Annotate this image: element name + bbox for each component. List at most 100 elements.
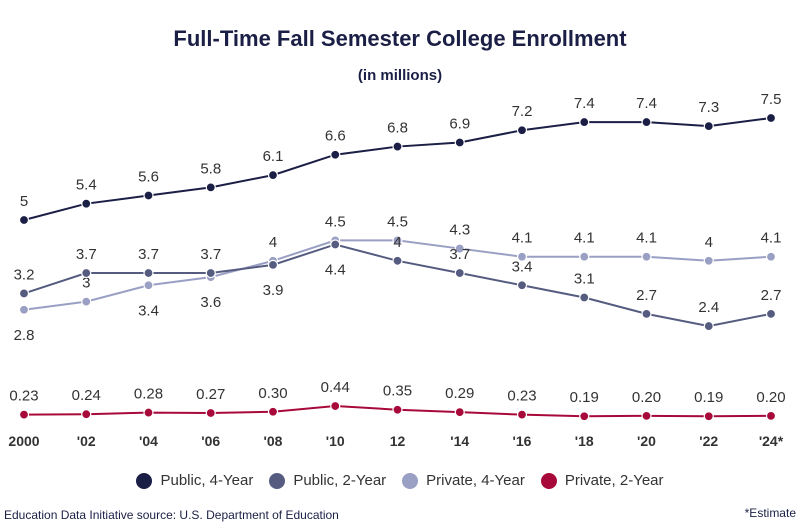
data-point [330, 149, 341, 160]
data-point [703, 411, 714, 422]
data-label: 2.4 [698, 299, 719, 316]
data-point [579, 116, 590, 128]
legend-label: Public, 2-Year [293, 472, 387, 489]
data-label: 7.3 [698, 99, 719, 116]
legend-label: Private, 2-Year [564, 472, 664, 489]
chart-title: Full-Time Fall Semester College Enrollme… [173, 26, 627, 51]
data-point [454, 407, 465, 418]
x-tick-label: '04 [139, 433, 158, 449]
data-point [516, 409, 528, 420]
data-label: 0.23 [507, 388, 536, 405]
data-label: 0.44 [321, 379, 350, 396]
data-point [143, 267, 154, 279]
data-label: 0.23 [9, 388, 38, 405]
data-point [516, 251, 528, 262]
source-note: Education Data Initiative source: U.S. D… [4, 508, 339, 522]
data-point [765, 308, 777, 319]
data-label: 4.5 [325, 213, 346, 230]
data-label: 7.4 [574, 95, 595, 112]
estimate-note: *Estimate [744, 506, 796, 520]
data-point [267, 406, 279, 417]
data-label: 3.7 [449, 246, 470, 263]
data-label: 2.7 [636, 287, 657, 304]
data-label: 6.9 [449, 115, 470, 132]
data-point [516, 125, 528, 136]
data-label: 3.4 [512, 258, 533, 275]
data-point [81, 198, 92, 209]
data-point [392, 141, 403, 152]
data-point [205, 267, 216, 279]
data-point [641, 410, 652, 421]
data-point [703, 121, 714, 132]
legend-marker-icon [269, 472, 286, 489]
data-label: 3.1 [574, 271, 595, 288]
x-tick-label: 12 [390, 433, 406, 449]
data-label: 5 [20, 193, 28, 210]
data-point [18, 288, 30, 299]
data-point [143, 407, 154, 418]
data-label: 0.20 [756, 389, 785, 406]
legend-item: Public, 4-Year [136, 472, 253, 489]
data-point [454, 267, 465, 279]
legend-label: Private, 4-Year [426, 472, 525, 489]
legend-marker-icon [136, 472, 153, 489]
x-tick-label: '14 [450, 433, 469, 449]
data-point [143, 280, 154, 291]
data-point [330, 400, 341, 412]
data-point [579, 411, 590, 422]
data-label: 4 [705, 234, 713, 251]
data-label: 5.8 [200, 160, 221, 177]
data-label: 5.4 [76, 177, 97, 194]
data-label: 0.27 [196, 386, 225, 403]
data-label: 0.20 [632, 389, 661, 406]
data-point [18, 409, 30, 420]
data-point [579, 251, 590, 262]
data-point [454, 243, 465, 254]
data-point [81, 267, 92, 279]
data-label: 7.2 [512, 103, 533, 120]
data-point [18, 214, 30, 226]
x-tick-label: '10 [326, 433, 345, 449]
x-tick-label: '24* [759, 433, 784, 449]
data-point [330, 239, 341, 250]
data-label: 4.5 [387, 213, 408, 230]
data-label: 6.6 [325, 128, 346, 145]
data-label: 4.4 [325, 261, 346, 278]
data-label: 4 [393, 234, 401, 251]
data-label: 3.9 [263, 282, 284, 299]
data-point [641, 251, 652, 262]
data-label: 3.7 [200, 246, 221, 263]
data-label: 2.8 [14, 327, 35, 344]
data-label: 3.7 [138, 246, 159, 263]
x-tick-label: '16 [513, 433, 532, 449]
data-label: 7.4 [636, 95, 657, 112]
data-label: 4.1 [574, 230, 595, 247]
data-label: 4.1 [512, 230, 533, 247]
data-label: 3.6 [200, 294, 221, 311]
data-label: 4.1 [761, 230, 782, 247]
legend-marker-icon [540, 472, 557, 489]
data-label: 0.29 [445, 385, 474, 402]
legend-item: Private, 2-Year [540, 472, 664, 489]
x-tick-label: '06 [201, 433, 220, 449]
data-point [18, 304, 30, 315]
data-label: 6.1 [263, 148, 284, 165]
chart-subtitle: (in millions) [357, 67, 443, 84]
data-label: 3.7 [76, 246, 97, 263]
data-point [267, 259, 279, 270]
x-tick-label: '18 [575, 433, 594, 449]
data-point [205, 407, 216, 419]
data-label: 3 [82, 275, 90, 292]
data-point [579, 292, 590, 303]
data-label: 3.2 [14, 266, 35, 283]
data-label: 4.1 [636, 230, 657, 247]
x-tick-label: '20 [637, 433, 656, 449]
data-label: 0.30 [258, 385, 287, 402]
data-point [765, 251, 777, 262]
x-tick-label: '02 [77, 433, 96, 449]
data-point [765, 410, 777, 421]
x-tick-label: '08 [264, 433, 283, 449]
data-label: 3.4 [138, 302, 159, 319]
legend-item: Private, 4-Year [402, 472, 525, 489]
